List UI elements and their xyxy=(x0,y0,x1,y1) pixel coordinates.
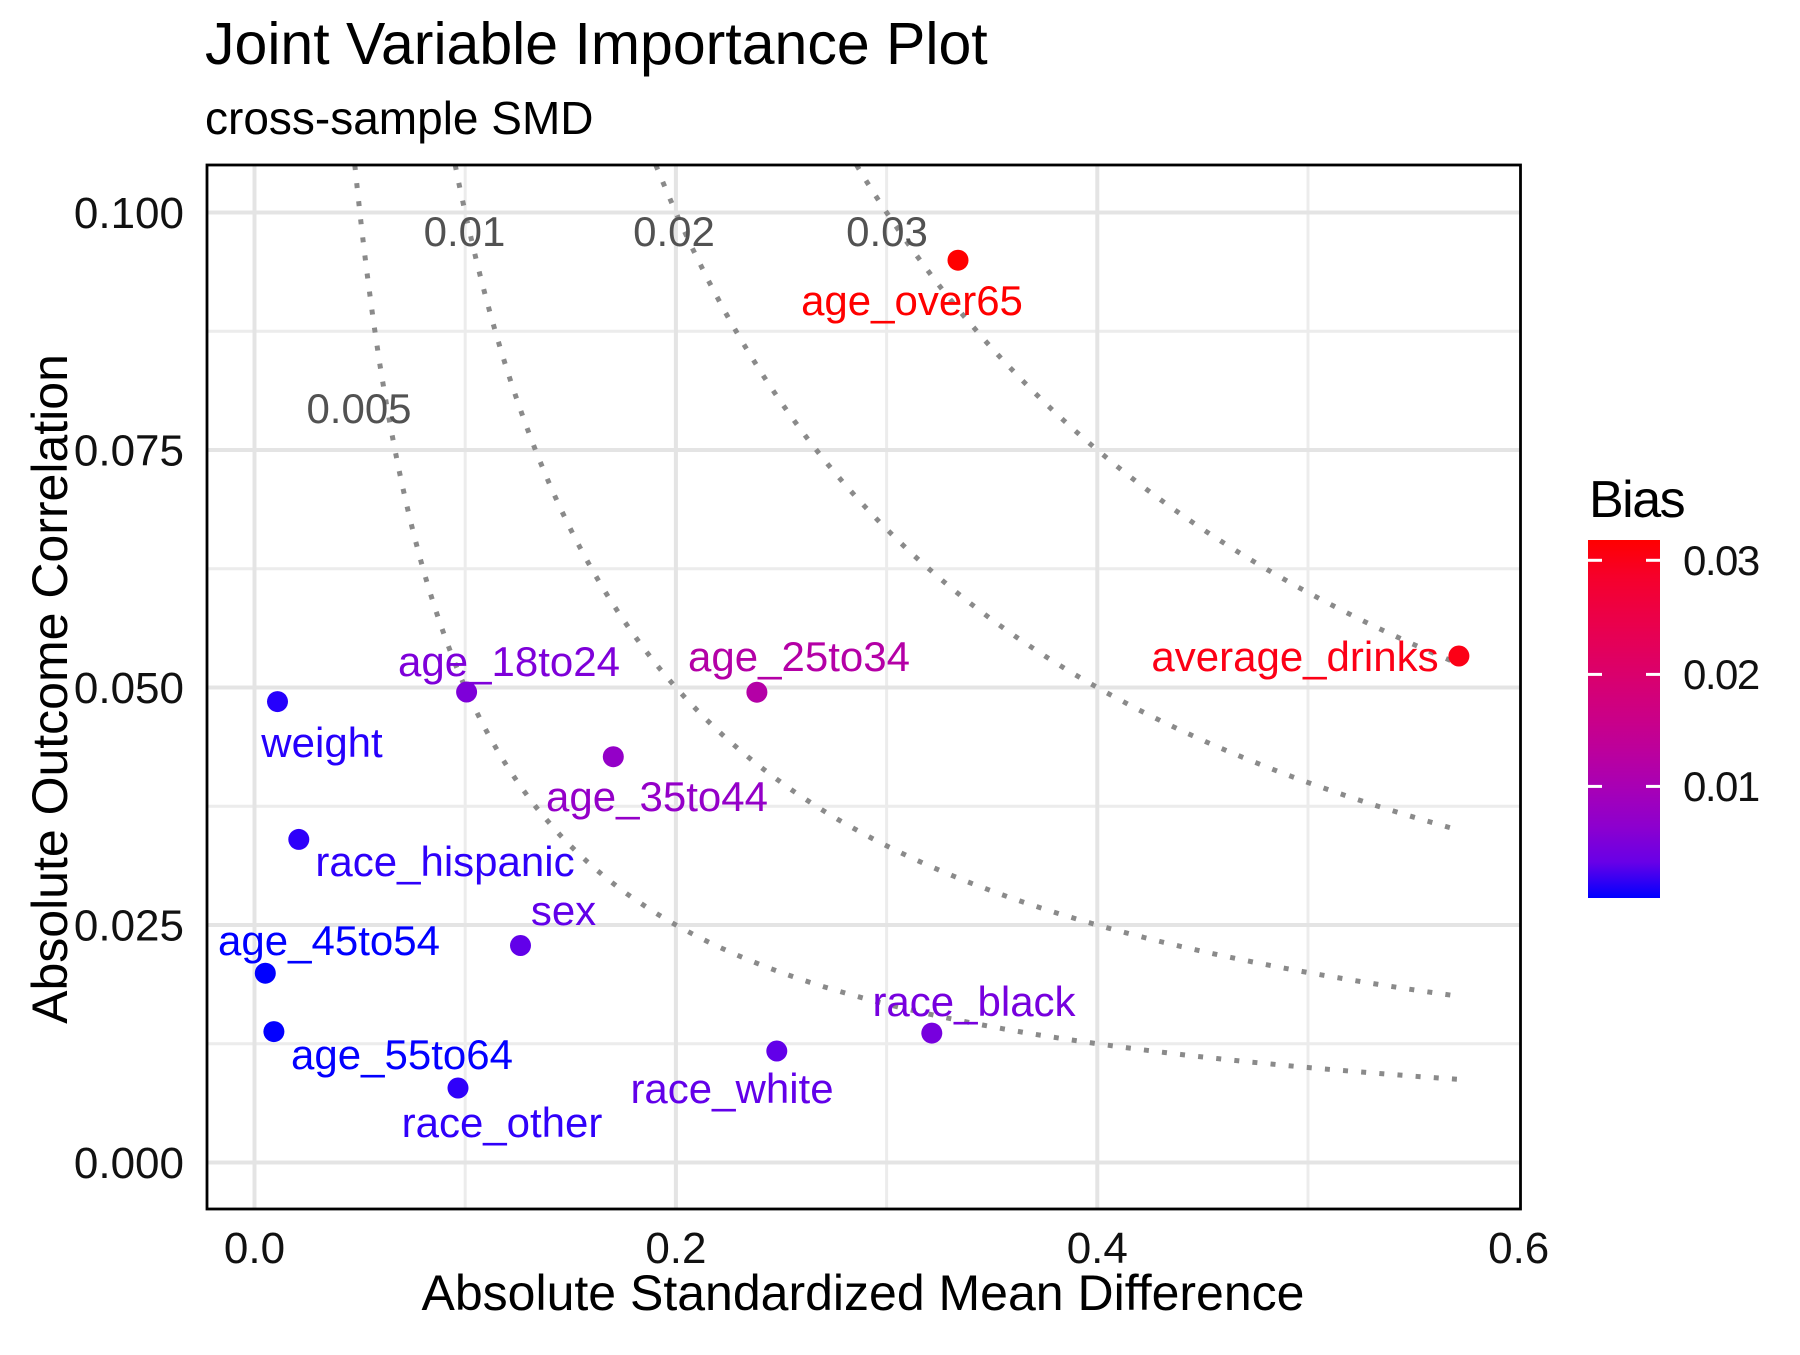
svg-text:age_55to64: age_55to64 xyxy=(291,1031,513,1078)
svg-text:race_black: race_black xyxy=(872,978,1076,1025)
svg-text:age_35to44: age_35to44 xyxy=(546,773,768,820)
svg-text:sex: sex xyxy=(531,887,596,934)
svg-text:0.050: 0.050 xyxy=(74,664,184,713)
svg-text:0.03: 0.03 xyxy=(1683,537,1759,584)
svg-text:0.0: 0.0 xyxy=(224,1224,285,1273)
svg-text:race_white: race_white xyxy=(630,1065,833,1112)
svg-text:0.01: 0.01 xyxy=(424,208,506,255)
svg-text:Absolute Outcome Correlation: Absolute Outcome Correlation xyxy=(22,354,78,1024)
svg-text:race_hispanic: race_hispanic xyxy=(315,838,574,885)
svg-text:age_over65: age_over65 xyxy=(801,277,1023,324)
svg-text:Absolute Standardized Mean Dif: Absolute Standardized Mean Difference xyxy=(422,1265,1305,1321)
svg-text:age_18to24: age_18to24 xyxy=(398,638,620,685)
svg-text:0.100: 0.100 xyxy=(74,189,184,238)
svg-text:0.025: 0.025 xyxy=(74,902,184,951)
svg-text:0.01: 0.01 xyxy=(1683,763,1759,810)
svg-text:average_drinks: average_drinks xyxy=(1151,633,1438,680)
svg-text:age_45to54: age_45to54 xyxy=(218,917,440,964)
svg-text:0.075: 0.075 xyxy=(74,427,184,476)
svg-text:Bias: Bias xyxy=(1589,471,1685,529)
svg-text:0.02: 0.02 xyxy=(1683,651,1759,698)
svg-text:cross-sample SMD: cross-sample SMD xyxy=(205,92,594,144)
svg-text:0.03: 0.03 xyxy=(846,208,928,255)
svg-text:Joint Variable Importance Plot: Joint Variable Importance Plot xyxy=(205,11,988,77)
svg-text:0.005: 0.005 xyxy=(306,385,411,432)
svg-text:0.6: 0.6 xyxy=(1488,1224,1549,1273)
svg-text:0.000: 0.000 xyxy=(74,1139,184,1188)
svg-text:0.2: 0.2 xyxy=(645,1224,706,1273)
svg-text:age_25to34: age_25to34 xyxy=(688,633,910,680)
svg-text:0.02: 0.02 xyxy=(633,208,715,255)
svg-text:0.4: 0.4 xyxy=(1067,1224,1128,1273)
svg-text:weight: weight xyxy=(260,719,383,766)
svg-text:race_other: race_other xyxy=(402,1099,603,1146)
